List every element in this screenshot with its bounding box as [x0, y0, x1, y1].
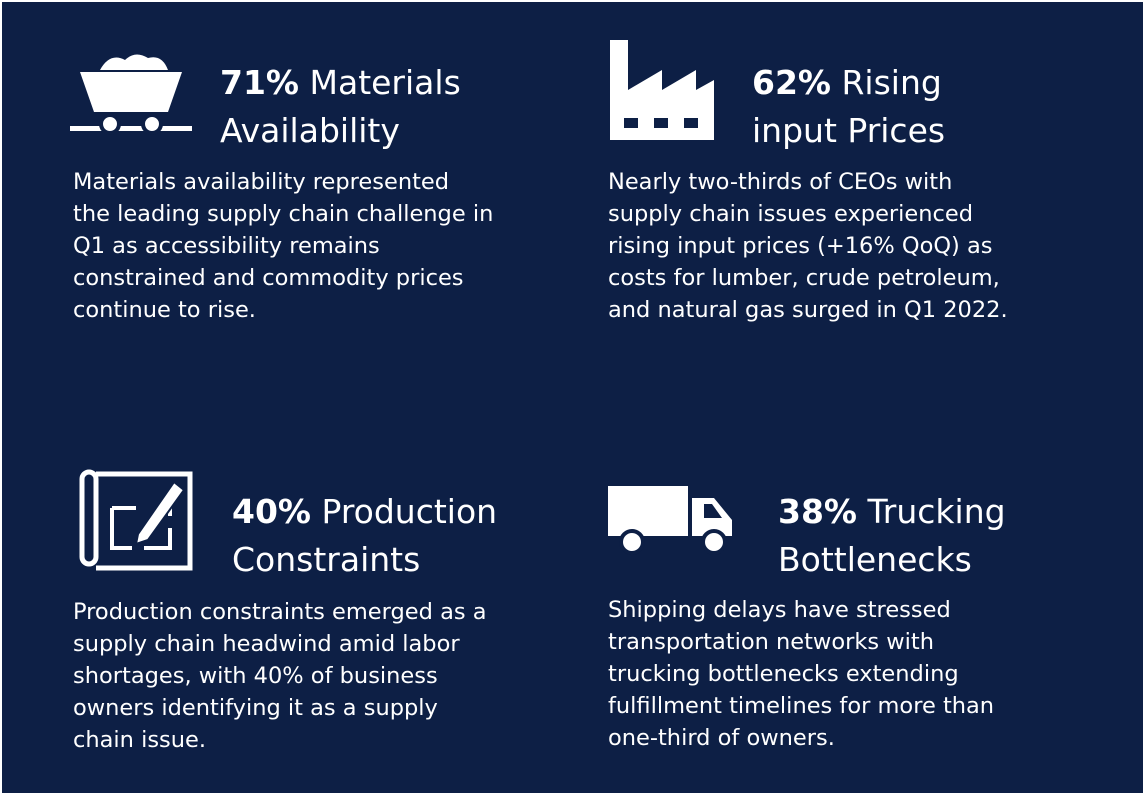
- card-body: Nearly two-thirds of CEOs with supply cha…: [608, 166, 1008, 326]
- heading-text: Materials: [309, 63, 461, 102]
- body-line: the leading supply chain challenge in: [73, 201, 494, 227]
- heading-text: Trucking: [867, 492, 1006, 531]
- card-body: Materials availability represented the le…: [73, 166, 493, 326]
- body-line: supply chain issues experienced: [608, 201, 974, 227]
- body-line: chain issue.: [73, 727, 207, 753]
- heading-text: Bottlenecks: [778, 540, 972, 579]
- card-body: Shipping delays have stressed transportat…: [608, 594, 994, 754]
- stat-percent: 40%: [232, 492, 311, 531]
- body-line: owners identifying it as a supply: [73, 695, 438, 721]
- body-line: transportation networks with: [608, 629, 934, 655]
- truck-icon: [608, 486, 732, 555]
- body-line: shortages, with 40% of business: [73, 663, 438, 689]
- heading-line: 71% Materials: [220, 59, 461, 107]
- heading-line: 38% Trucking: [778, 488, 1006, 536]
- body-line: Shipping delays have stressed: [608, 597, 951, 623]
- heading-line: 62% Rising: [752, 59, 945, 107]
- card-heading: 62% Rising input Prices: [752, 59, 945, 155]
- body-line: Nearly two-thirds of CEOs with: [608, 169, 953, 195]
- body-line: rising input prices (+16% QoQ) as: [608, 233, 993, 259]
- body-line: fulfillment timelines for more than: [608, 693, 995, 719]
- stat-percent: 38%: [778, 492, 857, 531]
- body-line: costs for lumber, crude petroleum,: [608, 265, 1000, 291]
- heading-text: Rising: [841, 63, 942, 102]
- body-line: Materials availability represented: [73, 169, 450, 195]
- body-line: continue to rise.: [73, 297, 256, 323]
- heading-text: input Prices: [752, 111, 946, 150]
- card-body: Production constraints emerged as a suppl…: [73, 596, 487, 756]
- heading-text: Constraints: [232, 540, 421, 579]
- body-line: constrained and commodity prices: [73, 265, 464, 291]
- heading-line: 40% Production: [232, 488, 497, 536]
- mine-cart-icon: [70, 54, 192, 135]
- stat-percent: 71%: [220, 63, 299, 102]
- body-line: and natural gas surged in Q1 2022.: [608, 297, 1008, 323]
- body-line: Q1 as accessibility remains: [73, 233, 380, 259]
- factory-icon: [610, 40, 714, 140]
- card-heading: 40% Production Constraints: [232, 488, 497, 584]
- body-line: supply chain headwind amid labor: [73, 631, 460, 657]
- heading-text: Production: [321, 492, 498, 531]
- body-line: one-third of owners.: [608, 725, 835, 751]
- stat-percent: 62%: [752, 63, 831, 102]
- card-heading: 38% Trucking Bottlenecks: [778, 488, 1006, 584]
- body-line: Production constraints emerged as a: [73, 599, 487, 625]
- blueprint-icon: [79, 469, 193, 571]
- heading-text: Availability: [220, 111, 400, 150]
- body-line: trucking bottlenecks extending: [608, 661, 959, 687]
- card-heading: 71% Materials Availability: [220, 59, 461, 155]
